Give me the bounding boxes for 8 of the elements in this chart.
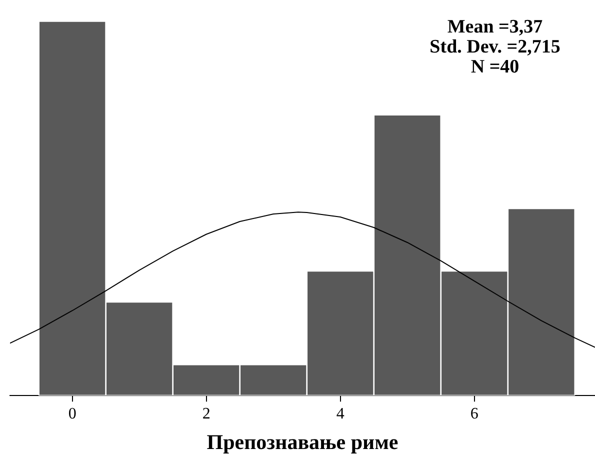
annotation: Mean =3,37 <box>447 16 544 38</box>
annotation: Std. Dev. =2,715 <box>430 36 560 58</box>
x-tick-label: 6 <box>470 405 478 422</box>
x-tick-label: 2 <box>202 405 210 422</box>
x-tick-label: 4 <box>336 405 344 422</box>
x-axis-title: Препознавање риме <box>206 430 398 454</box>
annotation: N =40 <box>470 56 520 78</box>
x-tick-label: 0 <box>68 405 76 422</box>
